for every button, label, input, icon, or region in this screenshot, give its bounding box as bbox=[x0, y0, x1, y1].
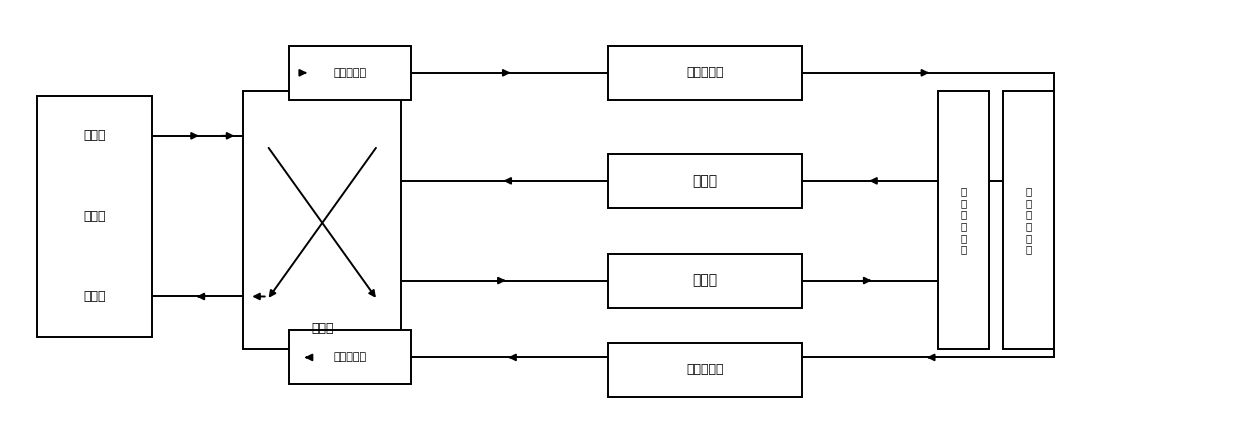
Text: 第
一
节
流
装
置: 第 一 节 流 装 置 bbox=[961, 186, 967, 254]
Text: 排气口: 排气口 bbox=[83, 129, 105, 142]
Text: 第一控制阀: 第一控制阀 bbox=[334, 68, 367, 78]
Text: 吸气口: 吸气口 bbox=[83, 290, 105, 303]
Text: 四通阀: 四通阀 bbox=[311, 322, 334, 335]
Bar bbox=[289, 46, 410, 100]
Bar bbox=[243, 92, 402, 349]
Bar bbox=[608, 46, 802, 100]
Text: 第二控制阀: 第二控制阀 bbox=[334, 352, 367, 363]
Text: 压缩机: 压缩机 bbox=[83, 209, 105, 223]
Text: 第
二
节
流
装
置: 第 二 节 流 装 置 bbox=[1025, 186, 1032, 254]
Bar bbox=[608, 254, 802, 307]
Bar bbox=[608, 154, 802, 208]
Bar bbox=[1003, 92, 1054, 349]
Bar bbox=[289, 330, 410, 385]
Text: 蒸发器: 蒸发器 bbox=[692, 273, 718, 287]
Bar bbox=[608, 343, 802, 397]
Bar bbox=[939, 92, 990, 349]
Text: 辅助换热器: 辅助换热器 bbox=[686, 363, 724, 377]
Text: 融霜换热器: 融霜换热器 bbox=[686, 66, 724, 79]
Bar bbox=[37, 96, 153, 337]
Text: 冷凝器: 冷凝器 bbox=[692, 174, 718, 188]
